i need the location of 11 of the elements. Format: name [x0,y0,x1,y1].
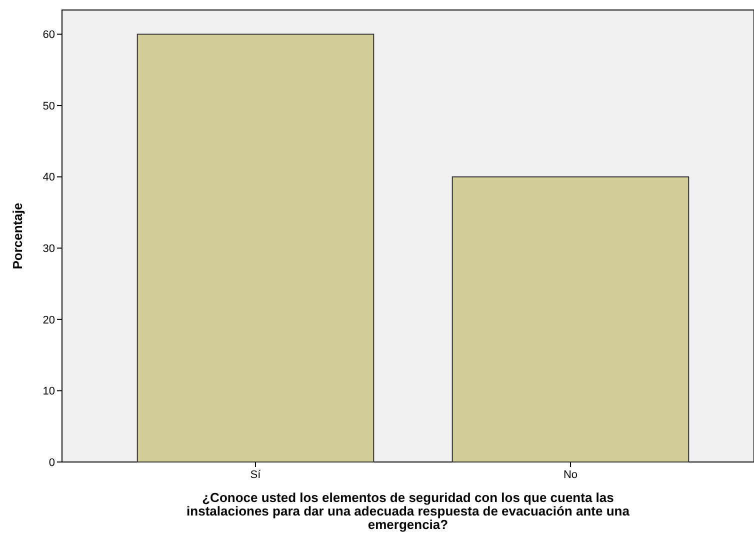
y-axis-title: Porcentaje [10,202,25,270]
y-tick-label: 0 [48,456,55,469]
x-tick-label: No [563,469,578,481]
x-tick-label: Sí [250,469,262,481]
y-tick-label: 20 [42,314,55,326]
y-tick-label: 60 [42,29,55,42]
y-tick-label: 30 [42,242,55,255]
y-tick-label: 40 [42,172,55,184]
x-axis-title: ¿Conoce usted los elementos de seguridad con los que cuenta las instalaciones para dar una adecuada respuesta de evacuación ante una emergencia? [186,490,630,532]
y-tick-label: 50 [42,100,55,112]
y-tick-label: 10 [42,386,55,398]
